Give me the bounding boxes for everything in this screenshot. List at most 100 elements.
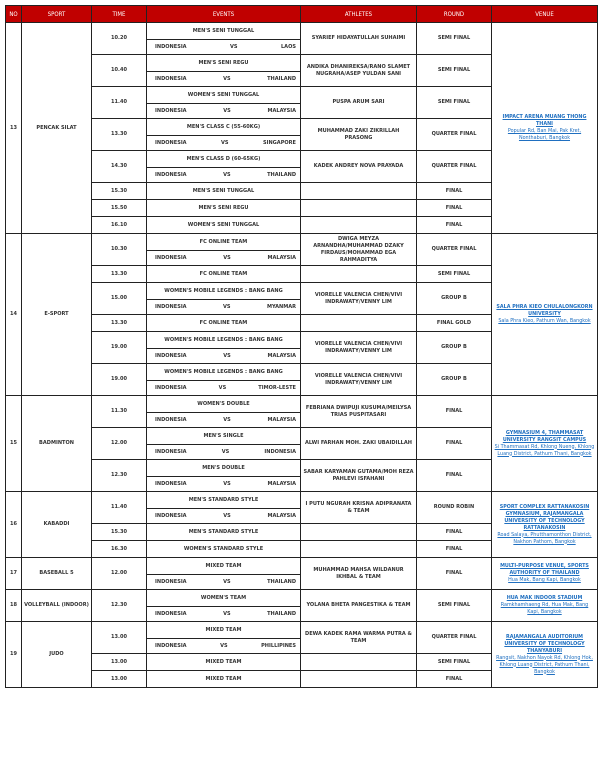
event-time: 13.30 — [91, 118, 147, 151]
event-round: FINAL — [416, 540, 492, 558]
schedule-table: NO SPORT TIME EVENTS ATHLETES ROUND VENU… — [5, 5, 598, 688]
header-events: EVENTS — [146, 5, 301, 23]
vs-label: VS — [223, 512, 231, 519]
schedule-body: 13 PENCAK SILAT 10.20 MEN'S SENI TUNGGAL SYA… — [5, 22, 598, 688]
venue-address: Rangsit, Nakhon Nayok Rd, Khlong Hok, Kh… — [496, 654, 593, 675]
matchup: INDONESIA VS MALAYSIA — [147, 255, 300, 262]
event-row: 13.30 FC ONLINE TEAM FINAL GOLD — [6, 314, 598, 332]
event-time: 15.30 — [91, 182, 147, 200]
event-name: WOMEN'S SENI TUNGGAL — [146, 86, 301, 104]
matchup: INDONESIA VS SINGAPORE — [147, 140, 300, 147]
event-athletes — [300, 216, 417, 234]
event-athletes: MUHAMMAD MAHSA WILDANUR IKHBAL & TEAM — [300, 557, 417, 590]
venue-address: Road Salaya, Phutthamonthon District, Na… — [497, 531, 592, 545]
event-time: 15.00 — [91, 282, 147, 315]
team-a: INDONESIA — [155, 43, 187, 50]
venue-name: HUA MAK INDOOR STADIUM — [506, 595, 583, 601]
match-cell: INDONESIA VS MALAYSIA — [146, 412, 301, 428]
event-row: 13.00 MIXED TEAM SEMI FINAL — [6, 653, 598, 671]
team-b: THAILAND — [267, 171, 296, 178]
event-athletes — [300, 670, 417, 688]
event-athletes — [300, 199, 417, 217]
event-time: 10.20 — [91, 22, 147, 55]
vs-label: VS — [223, 75, 231, 82]
header-round: ROUND — [416, 5, 492, 23]
team-b: MALAYSIA — [267, 480, 296, 487]
event-name: FC ONLINE TEAM — [146, 233, 301, 251]
event-round: SEMI FINAL — [416, 22, 492, 55]
venue-link[interactable]: RAJAMANGALA AUDITORIUM UNIVERSITY OF TEC… — [491, 621, 598, 688]
matchup: INDONESIA VS MALAYSIA — [147, 513, 300, 520]
venue-address: Popular Rd, Ban Mai, Pak Kret, Nonthabur… — [507, 128, 582, 141]
event-round: QUARTER FINAL — [416, 233, 492, 266]
event-round: GROUP B — [416, 282, 492, 315]
team-a: INDONESIA — [155, 578, 187, 585]
event-round: FINAL — [416, 216, 492, 234]
team-b: INDONESIA — [264, 448, 296, 455]
venue-name: IMPACT ARENA MUANG THONG THANI — [502, 114, 587, 127]
match-cell: INDONESIA VS THAILAND — [146, 606, 301, 622]
vs-label: VS — [230, 43, 238, 50]
event-row: 12.30 MEN'S DOUBLE SABAR KARYAMAN GUTAMA/M… — [6, 459, 598, 492]
event-name: FC ONLINE TEAM — [146, 265, 301, 283]
match-cell: INDONESIA VS MALAYSIA — [146, 250, 301, 266]
team-a: INDONESIA — [155, 171, 187, 178]
team-b: MALAYSIA — [267, 352, 296, 359]
team-b: MALAYSIA — [267, 254, 296, 261]
team-a: INDONESIA — [155, 107, 187, 114]
header-venue: VENUE — [491, 5, 598, 23]
event-row: 10.40 MEN'S SENI REGU ANDIKA DHANIREKSA/RA… — [6, 54, 598, 87]
venue-link[interactable]: HUA MAK INDOOR STADIUM Ramkhamhaeng Rd, H… — [491, 589, 598, 622]
team-b: MALAYSIA — [267, 416, 296, 423]
team-b: LAOS — [280, 43, 296, 50]
event-athletes: VIORELLE VALENCIA CHEN/VIVI INDRAWATY/VE… — [300, 331, 417, 364]
venue-address: Ramkhamhaeng Rd, Hua Mak, Bang Kapi, Ban… — [500, 602, 589, 615]
matchup: INDONESIA VS MALAYSIA — [147, 481, 300, 488]
venue-name: MULTI-PURPOSE VENUE, SPORTS AUTHORITY OF… — [500, 563, 589, 576]
event-round: SEMI FINAL — [416, 265, 492, 283]
team-b: SINGAPORE — [262, 139, 296, 146]
sport-number: 16 — [5, 491, 22, 558]
team-a: INDONESIA — [155, 139, 187, 146]
match-cell: INDONESIA VS TIMOR-LESTE — [146, 380, 301, 396]
event-row: 15.50 MEN'S SENI REGU FINAL — [6, 199, 598, 217]
venue-link[interactable]: SALA PHRA KIEO CHULALONGKORN UNIVERSITY S… — [491, 233, 598, 396]
event-round: FINAL GOLD — [416, 314, 492, 332]
team-b: MALAYSIA — [267, 512, 296, 519]
matchup: INDONESIA VS THAILAND — [147, 172, 300, 179]
match-row: INDONESIA VS MALAYSIA — [6, 508, 598, 524]
event-name: MIXED TEAM — [146, 653, 301, 671]
event-name: WOMEN'S TEAM — [146, 589, 301, 607]
sport-number: 18 — [5, 589, 22, 622]
venue-name: SALA PHRA KIEO CHULALONGKORN UNIVERSITY — [496, 304, 593, 317]
event-row: 15.30 MEN'S STANDARD STYLE FINAL — [6, 523, 598, 541]
team-a: INDONESIA — [155, 642, 187, 649]
venue-link[interactable]: SPORT COMPLEX RATTANAKOSIN GYMNASIUM, RA… — [491, 491, 598, 558]
event-name: MEN'S CLASS C (55-60KG) — [146, 118, 301, 136]
sport-number: 14 — [5, 233, 22, 396]
match-cell: INDONESIA VS MALAYSIA — [146, 476, 301, 492]
event-name: WOMEN'S MOBILE LEGENDS : BANG BANG — [146, 282, 301, 300]
vs-label: VS — [223, 107, 231, 114]
matchup: INDONESIA VS PHILLIPINES — [147, 643, 300, 650]
team-a: INDONESIA — [155, 512, 187, 519]
event-name: MEN'S SENI REGU — [146, 199, 301, 217]
header-sport: SPORT — [21, 5, 92, 23]
vs-label: VS — [223, 171, 231, 178]
event-time: 11.30 — [91, 395, 147, 428]
venue-link[interactable]: MULTI-PURPOSE VENUE, SPORTS AUTHORITY OF… — [491, 557, 598, 590]
sport-name: E-SPORT — [21, 233, 92, 396]
venue-name: SPORT COMPLEX RATTANAKOSIN GYMNASIUM, RA… — [499, 503, 590, 531]
sport-number: 19 — [5, 621, 22, 688]
vs-label: VS — [223, 352, 231, 359]
event-round: FINAL — [416, 199, 492, 217]
venue-link[interactable]: IMPACT ARENA MUANG THONG THANI Popular Rd… — [491, 22, 598, 234]
venue-link[interactable]: GYMNASIUM 4, THAMMASAT UNIVERSITY RANGSI… — [491, 395, 598, 492]
header-no: NO — [5, 5, 22, 23]
event-name: MEN'S STANDARD STYLE — [146, 491, 301, 509]
event-athletes: PUSPA ARUM SARI — [300, 86, 417, 119]
team-a: INDONESIA — [155, 352, 187, 359]
matchup: INDONESIA VS THAILAND — [147, 611, 300, 618]
event-name: WOMEN'S MOBILE LEGENDS : BANG BANG — [146, 363, 301, 381]
sport-number: 15 — [5, 395, 22, 492]
